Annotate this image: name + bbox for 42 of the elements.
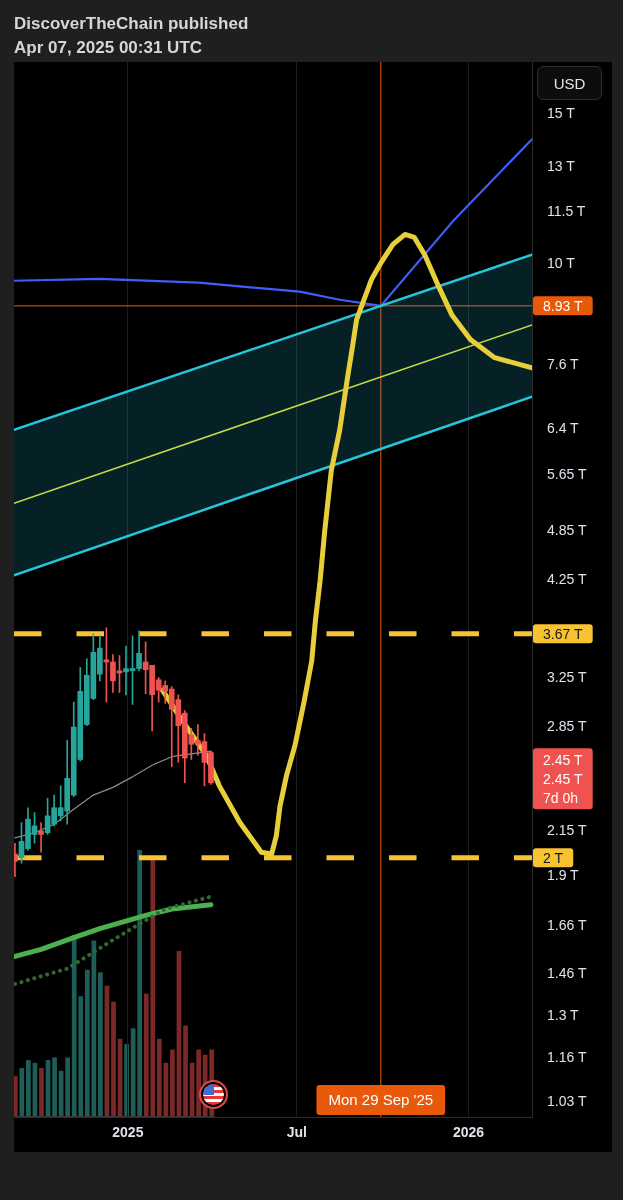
bar <box>97 972 103 1116</box>
y-axis-title: USD <box>537 66 602 100</box>
y-tick-label: 1.9 T <box>547 867 580 884</box>
bar <box>19 1068 24 1116</box>
bar <box>25 1060 31 1116</box>
y-tick-label: 15 T <box>547 105 576 122</box>
bar <box>110 1001 116 1116</box>
y-tick-label: 5.65 T <box>547 465 587 482</box>
y-tick-label: 3.25 T <box>547 669 587 686</box>
text: 2.45 T 2.45 T 7d 0h <box>543 751 583 806</box>
bar <box>182 1025 188 1116</box>
bar <box>169 1049 175 1116</box>
y-tick-label: 1.66 T <box>547 917 587 934</box>
bar <box>156 1038 162 1116</box>
line-series <box>14 894 213 986</box>
ref-line-label: 2 T <box>543 849 564 866</box>
x-tick-label: Jul <box>286 1124 307 1141</box>
ref-line-label: 8.93 T <box>543 297 583 314</box>
x-tick-label: 2025 <box>112 1124 144 1141</box>
y-tick-label: 1.03 T <box>547 1093 587 1110</box>
bar <box>195 1049 201 1116</box>
chart-subtitle: Apr 07, 2025 00:31 UTC <box>14 38 203 58</box>
y-tick-label: 2.15 T <box>547 821 587 838</box>
ref-line-label: Mon 29 Sep '25 <box>328 1091 434 1109</box>
y-tick-label: 13 T <box>547 158 576 175</box>
y-tick-label: 11.5 T <box>547 203 586 220</box>
ref-line-label: 3.67 T <box>543 625 583 642</box>
y-tick-label: 4.25 T <box>547 570 587 587</box>
x-tick-label: 2026 <box>452 1124 485 1141</box>
y-tick-label: 1.46 T <box>547 964 587 981</box>
y-tick-label: 4.85 T <box>547 521 587 538</box>
chart-title: DiscoverTheChain published <box>14 14 249 34</box>
bar <box>51 1057 57 1116</box>
y-tick-label: 10 T <box>547 255 576 271</box>
bar <box>14 1076 18 1116</box>
y-tick-label: 1.3 T <box>547 1007 580 1024</box>
y-tick-label: 6.4 T <box>547 419 580 436</box>
bar <box>64 1057 70 1116</box>
y-tick-label: 2.85 T <box>547 717 587 734</box>
y-tick-label: 1.16 T <box>547 1049 587 1066</box>
y-tick-label: 7.6 T <box>547 356 580 373</box>
bar <box>38 1068 44 1116</box>
